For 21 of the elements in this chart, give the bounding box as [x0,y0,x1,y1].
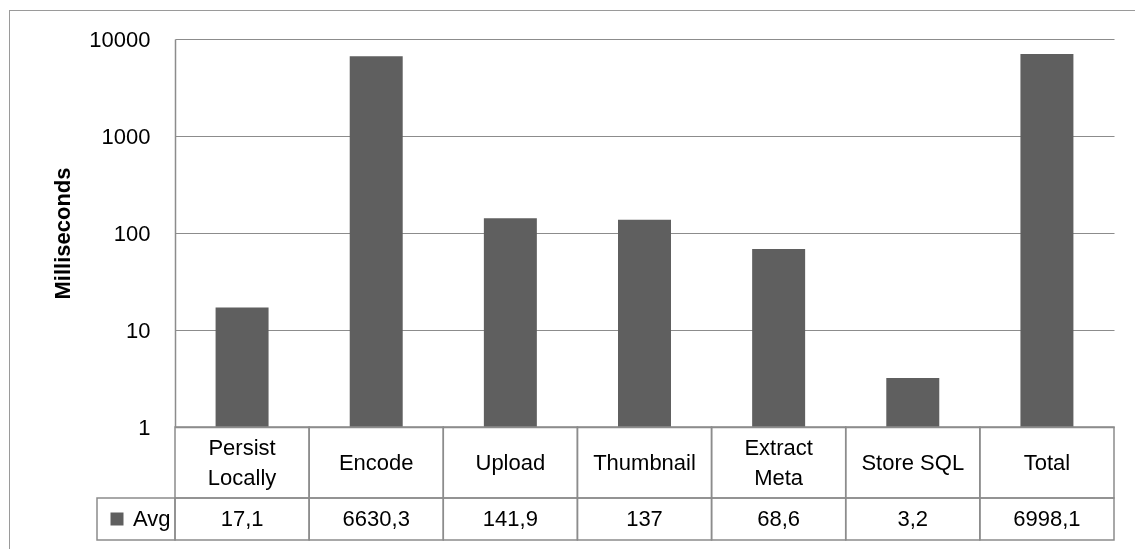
y-tick-label: 1000 [101,123,151,149]
data-label: 17,1 [220,506,264,531]
data-label: 68,6 [757,506,801,531]
x-tick-label: Upload [475,450,546,475]
x-tick-label: Store SQL [861,450,965,475]
y-tick-label: 1 [138,414,151,440]
x-tick-label: Total [1023,450,1071,475]
data-label: 3,2 [897,506,929,531]
y-tick-label: 10000 [89,26,151,52]
data-label: 6630,3 [342,506,410,531]
y-tick-label: 100 [113,220,151,246]
x-tick-label: Encode [338,450,414,475]
x-tick-label: Extract Meta [744,435,813,490]
y-tick-label: 10 [126,317,151,343]
x-tick-label: Thumbnail [593,450,696,475]
y-axis-title: Milliseconds [50,167,76,300]
legend-label: Avg [133,506,171,531]
data-label: 141,9 [482,506,538,531]
data-label: 137 [626,506,663,531]
x-tick-label: Persist Locally [207,435,277,490]
data-label: 6998,1 [1013,506,1081,531]
